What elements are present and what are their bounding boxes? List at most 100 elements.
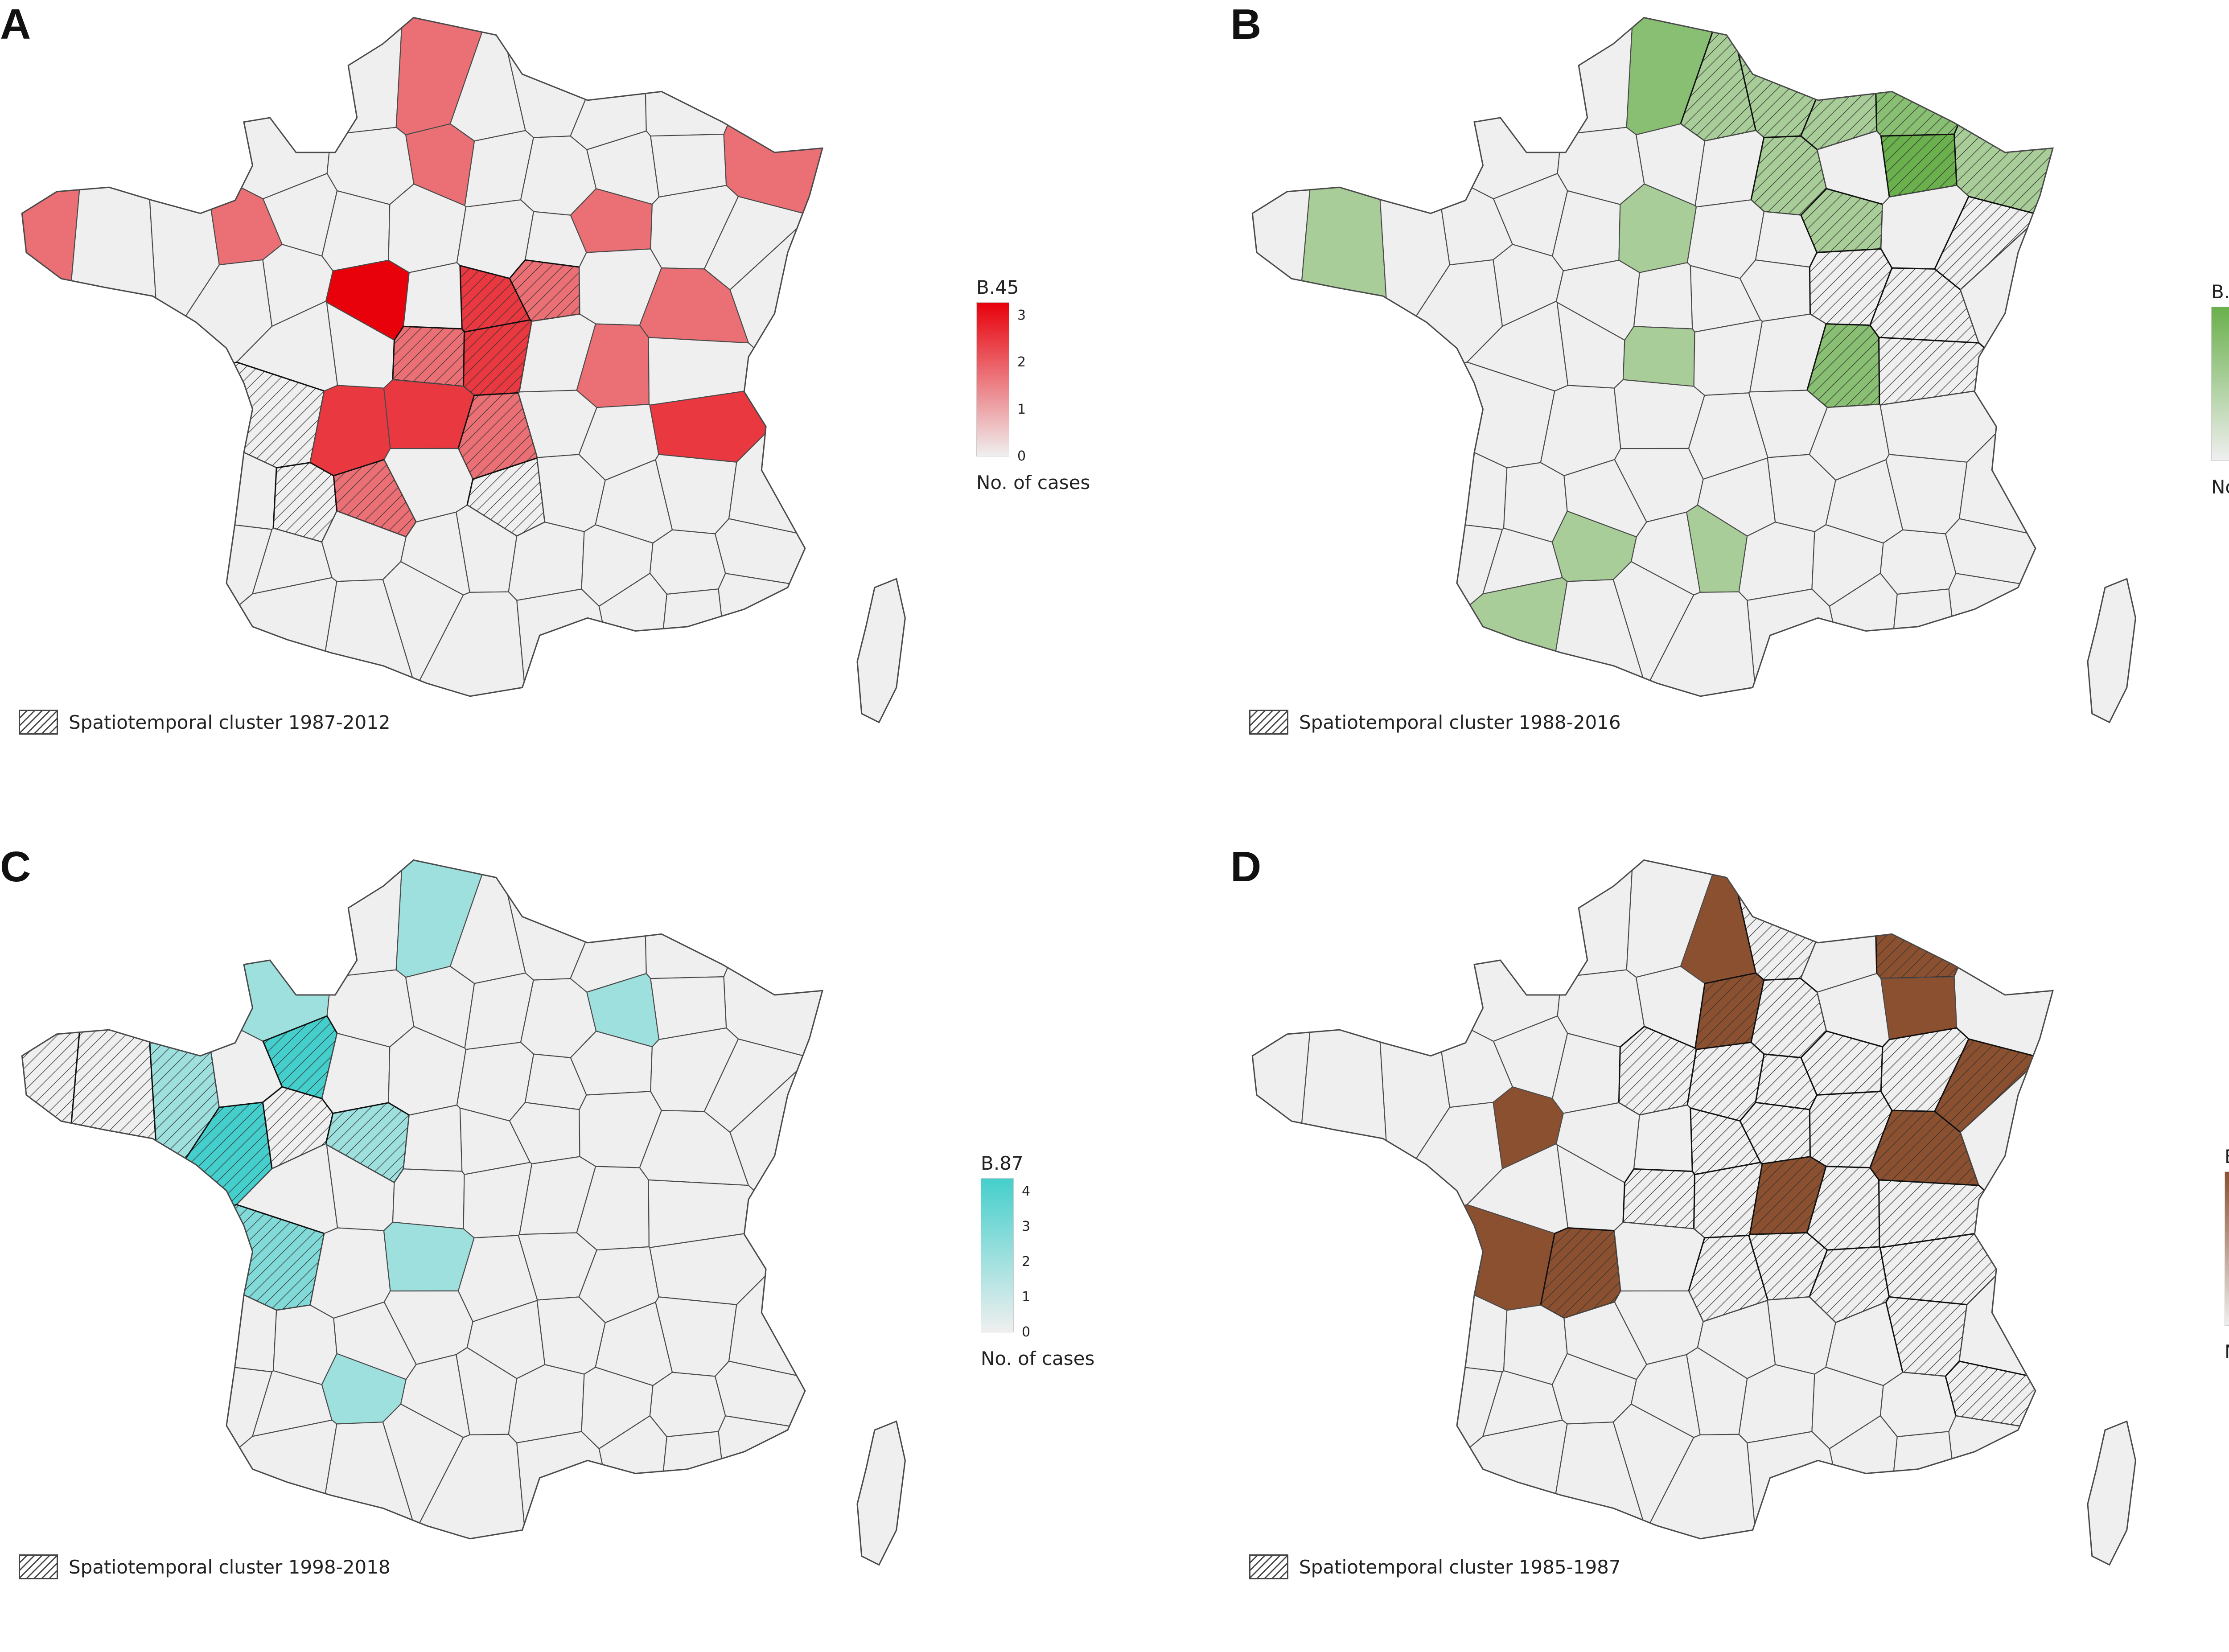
department-region <box>1334 1419 1568 1539</box>
cluster-hatch-region <box>1622 1168 1696 1230</box>
department-region <box>1252 1244 1508 1373</box>
color-legend: B.45 0 1 2 3 No. of cases <box>976 276 1123 493</box>
cluster-hatch-region <box>1873 17 2014 137</box>
cluster-hatch-region <box>392 325 465 387</box>
department-region <box>383 379 475 449</box>
department-region <box>1436 860 1635 978</box>
department-region <box>1953 860 2053 1059</box>
department-region <box>1252 1339 1503 1539</box>
legend-gradient-bar <box>976 302 1009 456</box>
hatch-swatch-icon <box>1249 710 1288 735</box>
cluster-legend-label: Spatiotemporal cluster 1987-2012 <box>69 711 391 733</box>
legend-title: B.45 <box>976 276 1019 298</box>
legend-tick-label: 0 <box>1017 448 1026 464</box>
panel-letter: D <box>1230 843 1262 891</box>
department-region <box>718 573 823 696</box>
legend-title: B.87 <box>981 1152 1024 1174</box>
color-legend: B.250 00.51 No. of cases <box>2225 1146 2229 1363</box>
france-map-a <box>21 16 906 723</box>
legend-gradient-bar <box>2225 1171 2229 1326</box>
legend-tick-label: 3 <box>1017 308 1026 323</box>
country-outline <box>21 859 823 1540</box>
department-region <box>392 1168 465 1229</box>
corsica-island <box>856 1420 906 1566</box>
country-outline <box>1251 16 2054 697</box>
country-outline <box>1251 859 2054 1540</box>
panel-letter: C <box>0 843 31 891</box>
department-region <box>206 860 404 978</box>
department-region <box>649 1372 726 1438</box>
legend-tick-label: 2 <box>1017 354 1026 370</box>
panel-letter: A <box>0 0 31 48</box>
department-region <box>1252 496 1503 696</box>
legend-caption: No. of cases <box>2211 476 2229 498</box>
department-region <box>570 860 647 993</box>
department-region <box>383 1221 475 1292</box>
legend-caption: No. of cases <box>976 472 1090 493</box>
department-region <box>104 577 337 696</box>
department-region <box>718 1415 823 1539</box>
department-region <box>403 1105 463 1172</box>
cluster-legend: Spatiotemporal cluster 1987-2012 <box>19 707 391 738</box>
department-region <box>1334 577 1568 696</box>
map-panel-a: A B.45 0 1 2 3 No. of cases Spatiotemporal … <box>0 0 1168 810</box>
legend-caption: No. of cases <box>2225 1341 2229 1363</box>
department-region <box>22 496 273 696</box>
corsica-island <box>856 578 906 723</box>
department-region <box>91 17 332 200</box>
cluster-hatch-region <box>1953 17 2053 216</box>
cluster-legend: Spatiotemporal cluster 1988-2016 <box>1249 707 1621 738</box>
department-region <box>413 1434 528 1539</box>
corsica-island <box>2087 578 2136 723</box>
department-region <box>1800 860 1877 993</box>
department-region <box>22 401 277 530</box>
legend-title: B.49 <box>2211 281 2229 303</box>
department-region <box>22 1244 277 1373</box>
cluster-legend-label: Spatiotemporal cluster 1988-2016 <box>1299 711 1621 733</box>
department-region <box>1613 1221 1705 1292</box>
department-region <box>723 17 823 216</box>
cluster-legend: Spatiotemporal cluster 1985-1987 <box>1249 1551 1621 1582</box>
department-region <box>1622 326 1695 387</box>
panel-letter: B <box>1230 0 1262 48</box>
legend-gradient-bar <box>2211 307 2229 461</box>
hatch-swatch-icon <box>19 710 58 735</box>
department-region <box>1252 401 1508 530</box>
legend-tick-label: 1 <box>1022 1289 1031 1305</box>
legend-tick-label: 2 <box>1022 1254 1031 1270</box>
department-region <box>570 17 647 151</box>
department-region <box>1948 1415 2053 1539</box>
cluster-hatch-region <box>1873 860 2014 979</box>
department-region <box>1321 17 1562 200</box>
department-region <box>1633 262 1693 329</box>
cluster-legend-label: Spatiotemporal cluster 1998-2018 <box>69 1556 391 1578</box>
department-region <box>91 860 332 1042</box>
country-outline <box>21 16 823 697</box>
france-map-d <box>1251 859 2136 1566</box>
hatch-swatch-icon <box>1249 1554 1288 1579</box>
map-panel-d: D B.250 00.51 No. of cases Spatiotempora… <box>1230 842 2229 1652</box>
department-region <box>1948 573 2053 696</box>
legend-tick-label: 0 <box>1022 1324 1031 1340</box>
department-region <box>1643 591 1759 696</box>
department-region <box>22 1339 273 1539</box>
corsica-island <box>2087 1420 2136 1566</box>
department-region <box>206 17 404 136</box>
department-region <box>1436 17 1635 136</box>
legend-title: B.250 <box>2225 1146 2229 1167</box>
cluster-legend: Spatiotemporal cluster 1998-2018 <box>19 1551 391 1582</box>
department-region <box>642 17 783 137</box>
france-map-c <box>21 859 906 1566</box>
legend-tick-label: 3 <box>1022 1219 1031 1234</box>
department-region <box>1879 529 1957 595</box>
legend-gradient-bar <box>981 1178 1014 1332</box>
legend-caption: No. of cases <box>981 1348 1095 1369</box>
department-region <box>1643 1434 1759 1539</box>
department-region <box>104 1419 337 1539</box>
france-map-b <box>1251 16 2136 723</box>
department-region <box>1613 379 1705 449</box>
department-region <box>1879 1372 1957 1438</box>
department-region <box>413 591 528 696</box>
department-region <box>1633 1105 1693 1172</box>
